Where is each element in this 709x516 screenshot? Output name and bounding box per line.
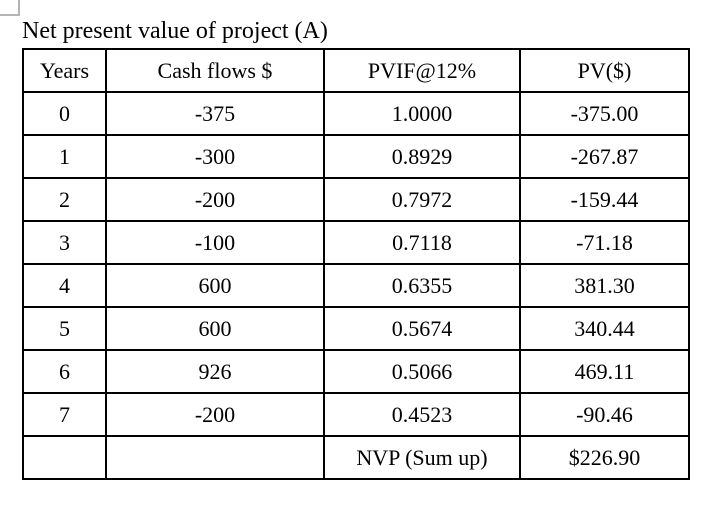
table-cell: -200 [105, 177, 325, 222]
table-row: 1 -300 0.8929 -267.87 [22, 134, 690, 179]
table-cell: 0.7972 [323, 177, 521, 222]
table-cell: 926 [105, 349, 325, 394]
table-row: NVP (Sum up) $226.90 [22, 435, 690, 480]
table-cell: 0.8929 [323, 134, 521, 179]
table-cell: 600 [105, 306, 325, 351]
table-cell: 1 [22, 134, 107, 179]
table-cell: 340.44 [519, 306, 690, 351]
header-cell-years: Years [22, 48, 107, 93]
table-cell: 0.5066 [323, 349, 521, 394]
header-cell-pv: PV($) [519, 48, 690, 93]
table-row: 6 926 0.5066 469.11 [22, 349, 690, 394]
table-cell: 469.11 [519, 349, 690, 394]
table-cell: 2 [22, 177, 107, 222]
table-row: 7 -200 0.4523 -90.46 [22, 392, 690, 437]
table-row: 2 -200 0.7972 -159.44 [22, 177, 690, 222]
table-cell: -100 [105, 220, 325, 265]
table-cell: -71.18 [519, 220, 690, 265]
table-row: 5 600 0.5674 340.44 [22, 306, 690, 351]
table-cell: 381.30 [519, 263, 690, 308]
table-cell: -159.44 [519, 177, 690, 222]
table-cell: -375.00 [519, 91, 690, 136]
table-header-row: Years Cash flows $ PVIF@12% PV($) [22, 48, 690, 93]
table-cell: -200 [105, 392, 325, 437]
page-title: Net present value of project (A) [22, 18, 328, 44]
table-cell [105, 435, 325, 480]
table-cell: 0.5674 [323, 306, 521, 351]
table-row: 4 600 0.6355 381.30 [22, 263, 690, 308]
table-cell: 1.0000 [323, 91, 521, 136]
table-cell: 7 [22, 392, 107, 437]
table-cell: 3 [22, 220, 107, 265]
table-cell: 600 [105, 263, 325, 308]
table-cell: NVP (Sum up) [323, 435, 521, 480]
table-body: 0 -375 1.0000 -375.00 1 -300 0.8929 -267.87 2 -20… [22, 91, 690, 480]
npv-table: Years Cash flows $ PVIF@12% PV($) 0 -375 1… [22, 48, 690, 480]
table-cell [22, 435, 107, 480]
table-cell: 0.7118 [323, 220, 521, 265]
table-cell: -375 [105, 91, 325, 136]
table-cell: 0.4523 [323, 392, 521, 437]
table-cell: -267.87 [519, 134, 690, 179]
table-cell: 6 [22, 349, 107, 394]
table-cell: 0 [22, 91, 107, 136]
page-corner-marker [0, 0, 20, 16]
header-cell-pvif: PVIF@12% [323, 48, 521, 93]
table-cell: $226.90 [519, 435, 690, 480]
table-row: 3 -100 0.7118 -71.18 [22, 220, 690, 265]
table-cell: 4 [22, 263, 107, 308]
table-cell: -90.46 [519, 392, 690, 437]
table-cell: -300 [105, 134, 325, 179]
table-cell: 5 [22, 306, 107, 351]
table-row: 0 -375 1.0000 -375.00 [22, 91, 690, 136]
header-cell-cash-flows: Cash flows $ [105, 48, 325, 93]
table-cell: 0.6355 [323, 263, 521, 308]
